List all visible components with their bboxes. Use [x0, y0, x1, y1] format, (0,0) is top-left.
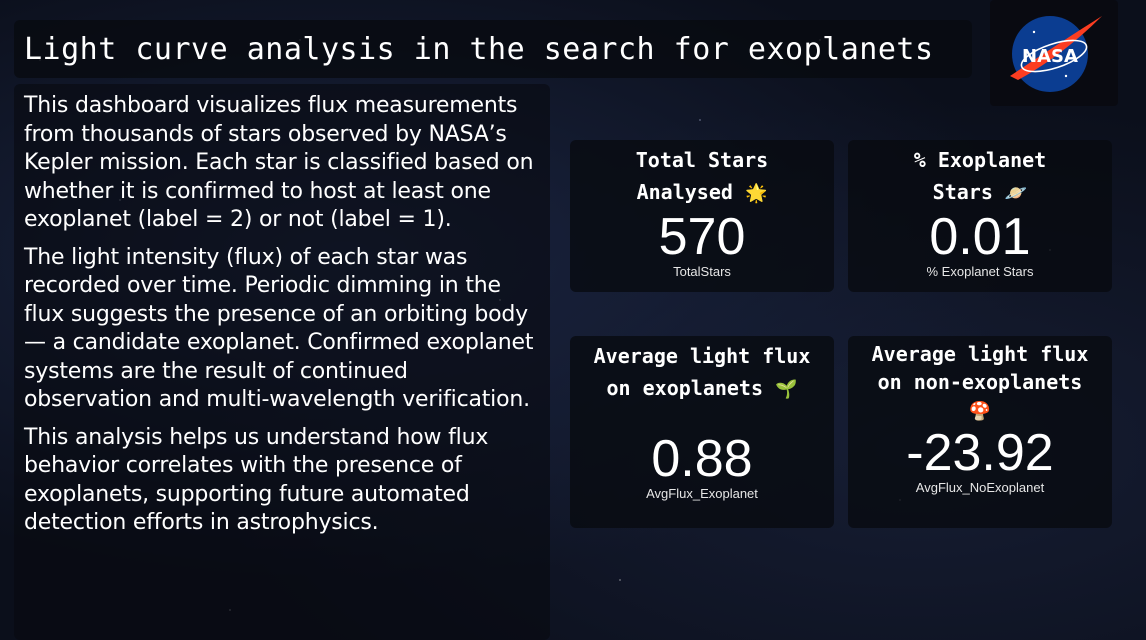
card-title-line2: on exoplanets [606, 376, 764, 400]
card-avg-flux-exoplanet: Average light flux on exoplanets 🌱 0.88 … [570, 336, 834, 528]
nasa-logo-icon: NASA [1010, 16, 1102, 92]
description-paragraph-1: This dashboard visualizes flux measureme… [24, 93, 534, 232]
mushroom-icon: 🍄 [968, 401, 992, 422]
card-value: -23.92 [906, 424, 1054, 482]
logo-text: NASA [1022, 46, 1078, 67]
card-title-line2: Analysed [636, 180, 733, 204]
card-title: % Exoplanet Stars 🪐 [848, 140, 1112, 210]
card-title-line1: Average light flux [593, 344, 811, 368]
card-title: Average light flux on exoplanets 🌱 [570, 336, 834, 406]
ringed-planet-icon: 🪐 [1004, 183, 1028, 204]
card-title-line2: on non-exoplanets [877, 370, 1083, 394]
card-value: 0.88 [651, 430, 753, 488]
card-title: Average light flux on non-exoplanets 🍄 [848, 336, 1112, 426]
card-avg-flux-non-exoplanet: Average light flux on non-exoplanets 🍄 -… [848, 336, 1112, 528]
card-title-line1: Average light flux [871, 342, 1089, 366]
page-title: Light curve analysis in the search for e… [24, 31, 934, 67]
card-title-line1: % Exoplanet [913, 148, 1047, 172]
card-value: 0.01 [929, 208, 1031, 266]
seedling-icon: 🌱 [775, 379, 798, 400]
card-subtitle: AvgFlux_NoExoplanet [915, 480, 1045, 495]
card-total-stars: Total Stars Analysed 🌟 570 TotalStars [570, 140, 834, 292]
card-title-line2: Stars [932, 180, 993, 204]
card-value: 570 [658, 208, 746, 266]
card-title-line1: Total Stars [635, 148, 769, 172]
glowing-star-icon: 🌟 [744, 183, 768, 204]
card-subtitle: % Exoplanet Stars [926, 264, 1034, 279]
card-pct-exoplanet: % Exoplanet Stars 🪐 0.01 % Exoplanet Sta… [848, 140, 1112, 292]
description-paragraph-2: The light intensity (flux) of each star … [24, 244, 534, 413]
card-subtitle: TotalStars [673, 264, 731, 279]
description-paragraph-3: This analysis helps us understand how fl… [24, 424, 489, 536]
card-subtitle: AvgFlux_Exoplanet [646, 486, 758, 501]
card-title: Total Stars Analysed 🌟 [570, 140, 834, 210]
nasa-logo: NASA [990, 0, 1118, 106]
title-bar: Light curve analysis in the search for e… [14, 20, 972, 78]
description-panel: This dashboard visualizes flux measureme… [14, 84, 550, 640]
